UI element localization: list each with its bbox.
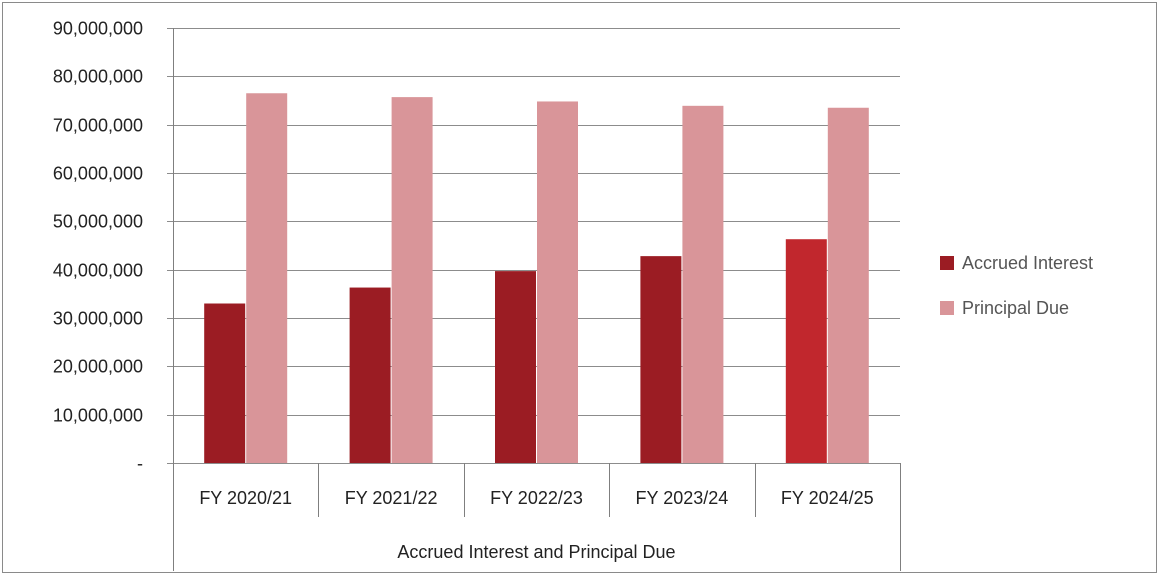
bar-accrued-interest	[640, 256, 682, 463]
bar-accrued-interest	[785, 239, 827, 463]
axes	[173, 28, 901, 571]
x-category-label: FY 2022/23	[490, 488, 583, 508]
legend-swatch-principal-due	[940, 301, 954, 315]
x-category-label: FY 2023/24	[636, 488, 729, 508]
legend-swatch-accrued-interest	[940, 256, 954, 270]
x-category-label: FY 2020/21	[199, 488, 292, 508]
x-category-label: FY 2021/22	[345, 488, 438, 508]
legend: Accrued Interest Principal Due	[940, 253, 1093, 318]
bar-principal-due	[391, 97, 433, 463]
gridlines	[167, 28, 900, 464]
y-tick-label: 20,000,000	[53, 357, 143, 377]
bars	[204, 93, 869, 464]
bar-accrued-interest	[349, 287, 391, 463]
y-tick-label: 90,000,000	[53, 19, 143, 39]
category-group-label: Accrued Interest and Principal Due	[397, 542, 675, 562]
y-tick-label: 40,000,000	[53, 261, 143, 281]
y-tick-label: -	[137, 454, 143, 474]
bar-accrued-interest	[495, 271, 536, 463]
bar-principal-due	[246, 93, 288, 463]
bar-chart: Accrued Interest and Principal Due - 10,0…	[53, 19, 1093, 571]
y-tick-label: 80,000,000	[53, 67, 143, 87]
legend-label-accrued-interest: Accrued Interest	[962, 253, 1093, 273]
bar-principal-due	[827, 107, 869, 463]
x-category-label: FY 2024/25	[781, 488, 874, 508]
y-tick-label: 50,000,000	[53, 212, 143, 232]
y-tick-label: 10,000,000	[53, 406, 143, 426]
bar-principal-due	[537, 101, 578, 463]
y-tick-label: 60,000,000	[53, 164, 143, 184]
bar-accrued-interest	[204, 303, 246, 463]
labels: Accrued Interest and Principal Due - 10,0…	[53, 19, 874, 563]
y-tick-label: 70,000,000	[53, 116, 143, 136]
legend-label-principal-due: Principal Due	[962, 298, 1069, 318]
bar-principal-due	[682, 105, 724, 464]
y-tick-label: 30,000,000	[53, 309, 143, 329]
